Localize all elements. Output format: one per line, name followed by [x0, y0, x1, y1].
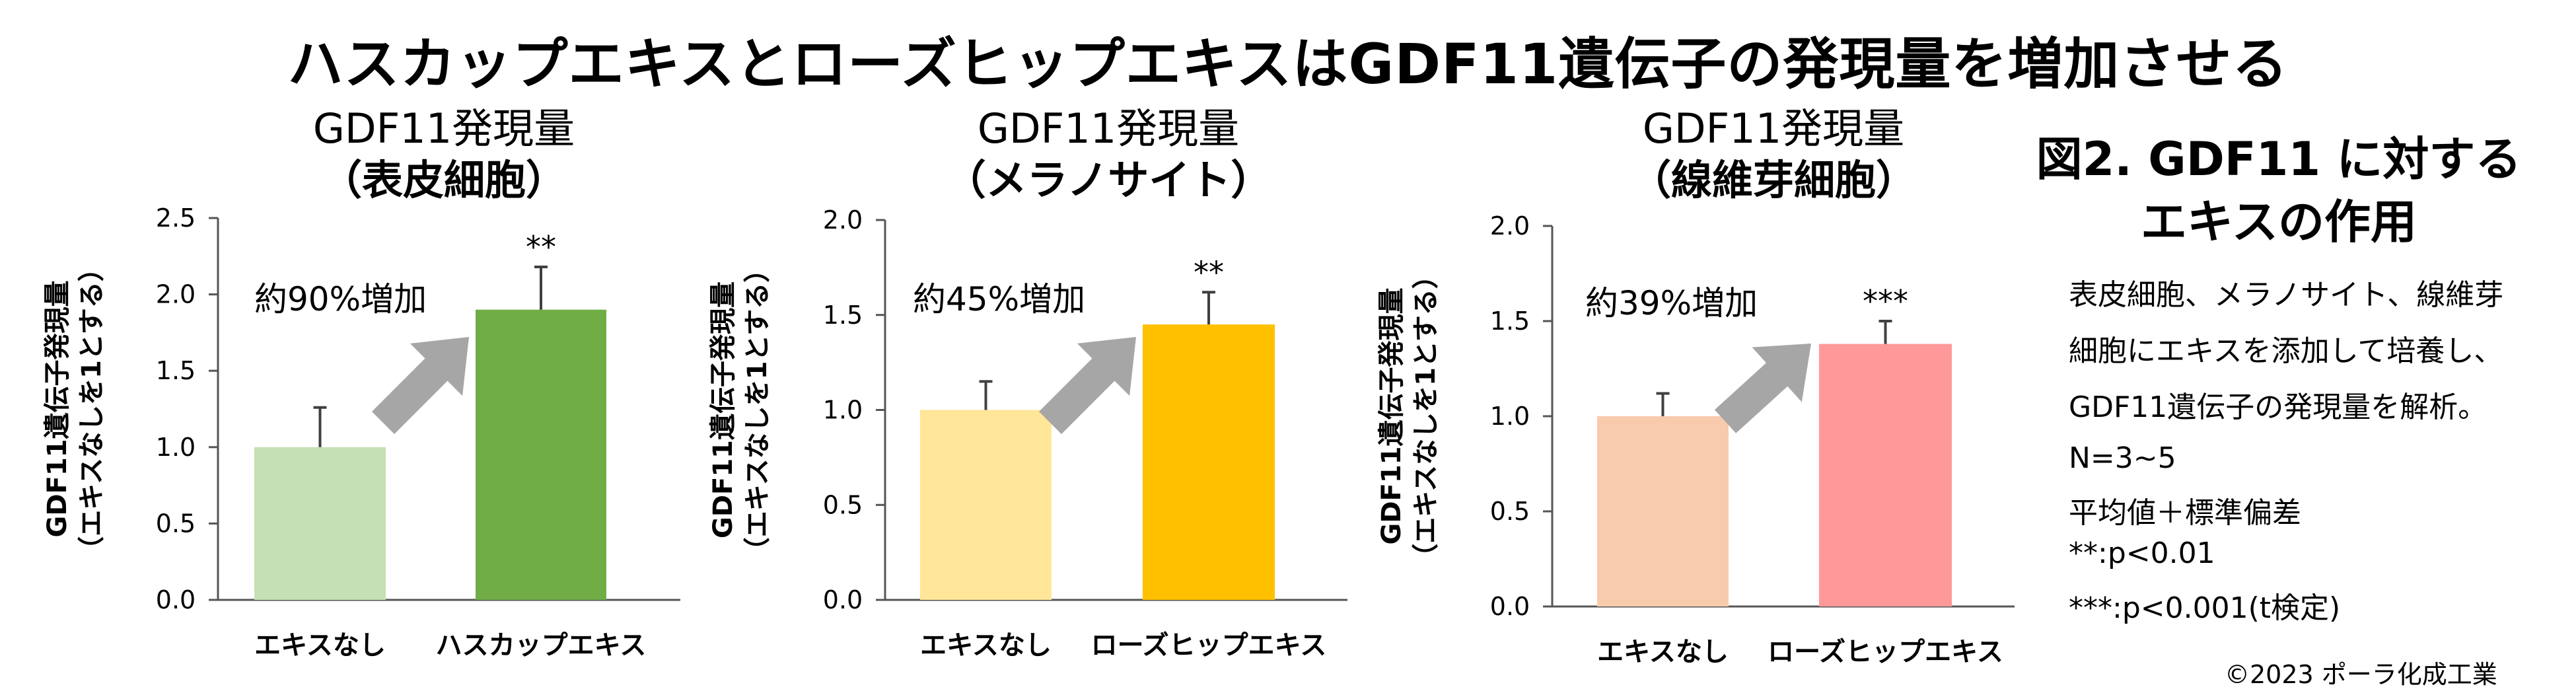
- chart-subtitle: （線維芽細胞）: [1630, 156, 1917, 204]
- y-axis-label-sub: （エキスなしを1とする）: [742, 256, 773, 564]
- chart-title: GDF11発現量: [978, 104, 1239, 153]
- stats-line-mean: 平均値＋標準偏差: [2069, 496, 2301, 530]
- increase-arrow-icon: [1039, 337, 1136, 434]
- y-tick-label: 2.0: [823, 205, 863, 235]
- figure-caption-panel: 図2. GDF11 に対する エキスの作用 表皮細胞、メラノサイト、線維芽 細胞…: [2008, 0, 2576, 697]
- y-tick-label: 0.5: [156, 509, 196, 538]
- increase-arrow-icon: [372, 337, 469, 434]
- bar: [254, 447, 386, 600]
- stats-line-n: N=3~5: [2069, 441, 2176, 475]
- y-tick-label: 0.0: [1490, 592, 1530, 621]
- bar: [1143, 324, 1275, 600]
- y-tick-label: 1.0: [823, 396, 863, 425]
- stats-line-p001: ***:p<0.001(t検定): [2069, 591, 2341, 625]
- x-tick-label: ローズヒップエキス: [1091, 630, 1327, 661]
- y-axis-label-sub: （エキスなしを1とする）: [77, 255, 107, 562]
- y-axis-label: GDF11遺伝子発現量: [708, 281, 738, 538]
- y-tick-label: 1.0: [156, 433, 196, 462]
- description-line: GDF11遺伝子の発現量を解析。: [2069, 390, 2487, 424]
- increase-annotation: 約90%増加: [254, 280, 427, 318]
- x-tick-label: ハスカップエキス: [436, 630, 647, 661]
- bar: [1819, 344, 1952, 606]
- y-axis-label: GDF11遺伝子発現量: [1377, 287, 1407, 544]
- y-tick-label: 0.0: [823, 585, 863, 614]
- x-tick-label: エキスなし: [254, 630, 386, 661]
- figure-caption-title-line1: 図2. GDF11 に対する: [2036, 132, 2522, 186]
- y-tick-label: 0.5: [823, 490, 863, 519]
- increase-annotation: 約45%増加: [913, 280, 1085, 318]
- chart-subtitle: （表皮細胞）: [321, 156, 567, 204]
- significance-mark: **: [1194, 254, 1224, 290]
- y-tick-label: 2.0: [1490, 211, 1530, 240]
- y-tick-label: 1.5: [823, 301, 863, 330]
- bar: [476, 309, 606, 600]
- y-tick-label: 2.5: [156, 203, 196, 233]
- increase-arrow-icon: [1714, 344, 1811, 433]
- bar: [1597, 416, 1729, 606]
- y-tick-label: 1.0: [1490, 402, 1530, 431]
- y-axis-label: GDF11遺伝子発現量: [42, 280, 73, 537]
- x-tick-label: エキスなし: [1597, 637, 1729, 667]
- description-line: 表皮細胞、メラノサイト、線維芽: [2069, 278, 2504, 312]
- y-tick-label: 2.0: [156, 280, 196, 309]
- significance-mark: ***: [1863, 283, 1908, 319]
- chart-title: GDF11発現量: [1643, 104, 1904, 153]
- description-line: 細胞にエキスを添加して培養し、: [2069, 334, 2503, 368]
- x-tick-label: エキスなし: [920, 630, 1052, 661]
- y-tick-label: 1.5: [1490, 307, 1530, 336]
- significance-mark: **: [526, 229, 556, 265]
- x-tick-label: ローズヒップエキス: [1768, 637, 2003, 667]
- y-tick-label: 1.5: [156, 356, 196, 385]
- chart-subtitle: （メラノサイト）: [945, 156, 1272, 204]
- y-axis-label-sub: （エキスなしを1とする）: [1411, 262, 1441, 569]
- bar: [920, 410, 1052, 600]
- copyright: ©2023 ポーラ化成工業: [2225, 660, 2497, 689]
- main-title: ハスカップエキスとローズヒップエキスはGDF11遺伝子の発現量を増加させる: [287, 32, 2289, 96]
- y-tick-label: 0.0: [156, 585, 196, 614]
- y-tick-label: 0.5: [1490, 497, 1530, 526]
- increase-annotation: 約39%増加: [1585, 284, 1758, 322]
- figure-caption-title-line2: エキスの作用: [2141, 195, 2417, 249]
- chart-title: GDF11発現量: [313, 104, 575, 153]
- stats-line-p01: **:p<0.01: [2069, 536, 2215, 570]
